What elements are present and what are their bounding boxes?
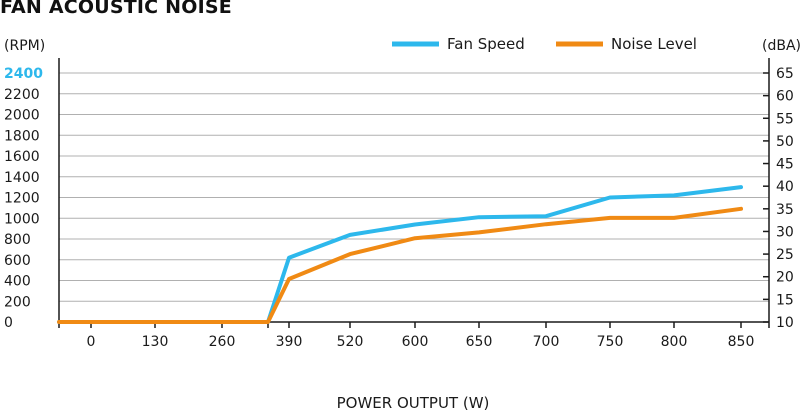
- y-right-tick-label: 45: [776, 157, 794, 173]
- y-left-tick-label: 600: [4, 253, 31, 269]
- series-lines: [57, 185, 743, 324]
- fan-speed-line: [57, 185, 743, 324]
- y-left-tick-label: 1600: [4, 149, 40, 165]
- y-right-tick-label: 10: [776, 315, 794, 331]
- right-y-ticks: 10 15 20 25 30 35 40 45 50 55 60 65: [763, 66, 794, 331]
- x-ticks: 0 130 260 390 520 600 650 700 750 800 850: [58, 322, 755, 350]
- y-left-tick-label: 800: [4, 232, 31, 248]
- y-axis-right-label: (dBA): [762, 38, 801, 54]
- y-left-tick-label: 200: [4, 294, 31, 310]
- y-right-tick-label: 35: [776, 202, 794, 218]
- x-tick-label: 390: [276, 334, 303, 350]
- y-right-tick-label: 15: [776, 292, 794, 308]
- y-right-tick-label: 25: [776, 247, 794, 263]
- y-right-tick-label: 65: [776, 66, 794, 82]
- y-right-tick-label: 50: [776, 134, 794, 150]
- x-tick-label: 650: [466, 334, 493, 350]
- y-left-tick-label: 1200: [4, 191, 40, 207]
- y-left-tick-label: 1000: [4, 211, 40, 227]
- y-right-tick-label: 55: [776, 111, 794, 127]
- x-tick-label: 700: [533, 334, 560, 350]
- x-tick-label: 260: [209, 334, 236, 350]
- x-axis-label: POWER OUTPUT (W): [337, 394, 490, 412]
- y-left-tick-label: 0: [4, 315, 13, 331]
- y-right-tick-label: 30: [776, 224, 794, 240]
- y-left-tick-label: 400: [4, 274, 31, 290]
- chart-title: FAN ACOUSTIC NOISE: [0, 0, 232, 18]
- x-tick-label: 850: [728, 334, 755, 350]
- x-tick-label: 600: [402, 334, 429, 350]
- y-right-tick-label: 20: [776, 270, 794, 286]
- y-axis-left-label: (RPM): [4, 38, 45, 54]
- x-tick-label: 0: [87, 334, 96, 350]
- y-right-tick-label: 60: [776, 89, 794, 105]
- y-left-tick-label: 1400: [4, 170, 40, 186]
- axes: [58, 58, 770, 328]
- y-left-tick-label: 1800: [4, 128, 40, 144]
- y-left-tick-label: 2000: [4, 108, 40, 124]
- x-tick-label: 130: [142, 334, 169, 350]
- left-y-ticks: 0 200 400 600 800 1000 1200 1400 1600 1800 2000 220…: [4, 66, 43, 331]
- x-tick-label: 800: [661, 334, 688, 350]
- legend: Fan Speed Noise Level: [392, 35, 697, 53]
- y-left-tick-label: 2200: [4, 87, 40, 103]
- noise-level-line: [57, 206, 743, 324]
- x-tick-label: 750: [597, 334, 624, 350]
- grid-lines: [59, 72, 769, 302]
- y-left-tick-label: 2400: [4, 66, 43, 82]
- legend-label: Noise Level: [611, 35, 697, 53]
- y-right-tick-label: 40: [776, 179, 794, 195]
- legend-label: Fan Speed: [447, 35, 525, 53]
- x-tick-label: 520: [337, 334, 364, 350]
